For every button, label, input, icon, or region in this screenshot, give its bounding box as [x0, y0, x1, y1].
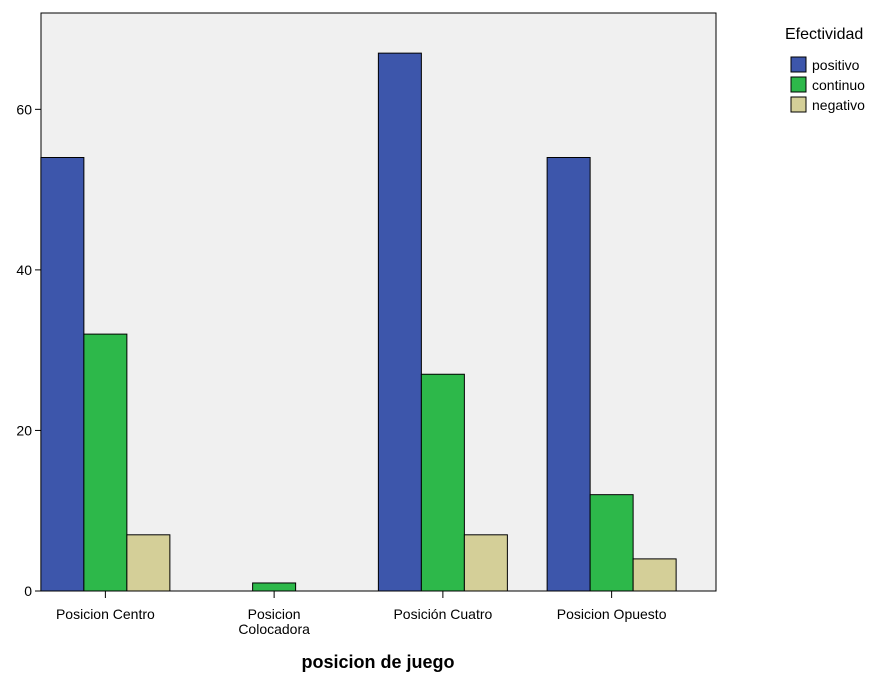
- legend: positivo continuo negativo: [790, 56, 865, 113]
- bar-negativo: [463, 534, 508, 592]
- y-tick-label: 0: [24, 583, 32, 599]
- legend-label-negativo: negativo: [812, 97, 865, 113]
- bar-positivo: [546, 157, 591, 592]
- legend-title: Efectividad: [785, 26, 863, 43]
- y-tick-label: 60: [16, 101, 32, 117]
- y-tick-label: 40: [16, 262, 32, 278]
- legend-label-continuo: continuo: [812, 77, 865, 93]
- x-tick-label: Posicion Centro: [56, 606, 155, 622]
- legend-swatch-negativo: [790, 96, 807, 113]
- x-tick-label: Posicion Colocadora: [238, 606, 310, 637]
- y-axis: 0 20 40 60: [16, 101, 41, 599]
- bar-negativo: [632, 558, 677, 592]
- x-tick-label: Posicion Opuesto: [557, 606, 667, 622]
- x-axis: Posicion Centro Posicion Colocadora Posició…: [56, 591, 667, 637]
- x-tick-label: Posición Cuatro: [393, 606, 492, 622]
- y-tick-label: 20: [16, 422, 32, 438]
- bar-continuo: [420, 373, 465, 592]
- legend-label-positivo: positivo: [812, 57, 860, 73]
- bar-continuo: [589, 494, 634, 592]
- bar-positivo: [40, 157, 85, 592]
- bar-negativo: [126, 534, 171, 592]
- legend-swatch-continuo: [790, 76, 807, 93]
- bars-group: [40, 52, 677, 592]
- bar-continuo: [83, 333, 128, 592]
- bar-positivo: [377, 52, 422, 592]
- x-axis-title: posicion de juego: [301, 652, 454, 672]
- legend-swatch-positivo: [790, 56, 807, 73]
- bar-continuo: [252, 582, 297, 592]
